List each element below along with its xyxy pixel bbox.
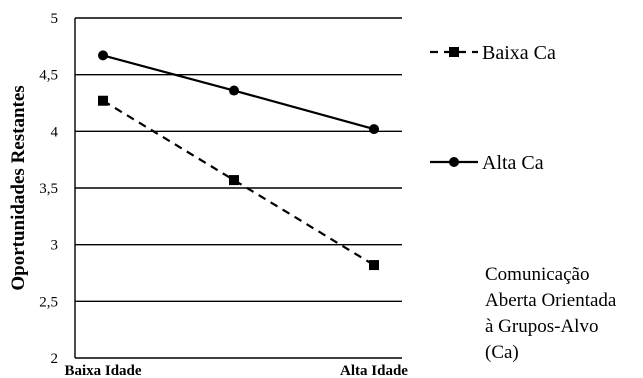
y-axis-label: Oportunidades Restantes: [8, 85, 29, 290]
y-tick-label: 4,5: [39, 68, 58, 84]
y-tick-label: 4: [51, 124, 59, 140]
legend-label: Baixa Ca: [482, 42, 556, 64]
data-point: [229, 175, 239, 186]
legend-label: Alta Ca: [482, 152, 544, 174]
x-tick-labels: Baixa Idade Alta Idade: [64, 363, 408, 378]
series: [98, 50, 379, 271]
y-tick-labels: 2 2,5 3 3,5 4 4,5 5: [39, 11, 58, 367]
y-tick-label: 3,5: [39, 181, 58, 197]
legend: Baixa Ca Alta Ca: [430, 42, 556, 174]
annotation-line: Aberta Orientada: [485, 290, 617, 311]
legend-annotation: Comunicação Aberta Orientada à Grupos-Alvo…: [485, 264, 617, 363]
legend-marker: [449, 157, 459, 167]
y-tick-label: 2,5: [39, 294, 58, 310]
annotation-line: à Grupos-Alvo: [485, 316, 598, 337]
y-tick-label: 5: [51, 11, 59, 27]
data-point: [369, 124, 379, 135]
x-tick-label: Alta Idade: [340, 363, 408, 378]
grid: [74, 17, 402, 359]
data-point: [98, 95, 108, 106]
legend-marker: [449, 47, 459, 57]
data-point: [98, 50, 108, 61]
data-point: [229, 85, 239, 96]
x-tick-label: Baixa Idade: [64, 363, 141, 378]
y-tick-label: 2: [51, 351, 59, 367]
y-tick-label: 3: [51, 238, 59, 254]
data-point: [369, 260, 379, 271]
annotation-line: (Ca): [485, 342, 519, 363]
annotation-line: Comunicação: [485, 264, 589, 285]
